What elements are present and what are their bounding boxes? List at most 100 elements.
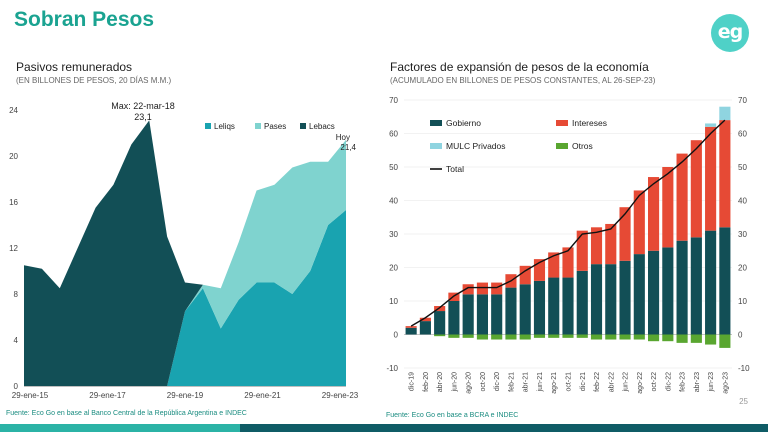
x-tick-label: ago-20 [466,372,473,394]
y-tick-label: 20 [9,152,18,161]
x-tick-label: 29-ene-15 [12,391,49,400]
bar-gobierno [576,270,588,335]
bar-gobierno [476,294,488,335]
x-tick-label: feb-21 [508,372,515,392]
x-tick-label: dic-21 [580,372,587,391]
bar-gobierno [662,247,674,335]
bar-otros [590,334,603,340]
bar-gobierno [533,280,546,335]
bar-intereses [462,284,474,295]
bar-intereses [633,190,645,255]
legend-label-total: Total [446,164,464,174]
x-tick-label: oct-21 [566,372,573,392]
x-tick-label: abr-21 [523,372,530,392]
x-tick-label: ago-21 [551,372,558,394]
bar-intereses [476,282,488,295]
bar-otros [633,334,645,340]
bar-gobierno [619,260,631,335]
bar-intereses [719,120,731,228]
factores-expansion-chart: -10 -10 0 0 10 10 20 20 30 30 40 40 50 50 60 60 70 70 dic-… [386,96,750,394]
y-tick-label-left: 20 [389,264,398,273]
footer-bar [0,424,768,432]
bar-otros [434,334,446,337]
x-tick-label: 29-ene-19 [167,391,204,400]
y-tick-label: 16 [9,198,18,207]
y-tick-label: 12 [9,244,18,253]
bar-intereses [491,282,503,295]
legend-label-otros: Otros [572,141,593,151]
x-tick-label: abr-20 [437,372,444,392]
legend-swatch-mulc-privados [430,143,442,149]
y-tick-label-right: 40 [738,197,747,206]
annotation-max-label: Max: 22-mar-18 [111,101,175,111]
y-tick-label-left: -10 [386,364,398,373]
legend-swatch-gobierno [430,120,442,126]
bar-otros [605,334,617,340]
bar-otros [462,334,474,338]
x-tick-label: 29-ene-17 [89,391,126,400]
legend-label-lebacs: Lebacs [309,122,335,131]
area-series-lebacs [24,120,346,386]
x-tick-label: 29-ene-21 [244,391,281,400]
legend-label-intereses: Intereses [572,118,607,128]
y-tick-label-left: 70 [389,96,398,105]
bar-intereses [676,153,688,241]
right-chart-title: Factores de expansión de pesos de la eco… [390,60,649,74]
bar-otros [491,334,503,340]
y-tick-label-left: 10 [389,297,398,306]
y-tick-label-right: 20 [738,264,747,273]
x-tick-label: feb-20 [423,372,430,392]
bar-otros [562,334,574,338]
bar-otros [505,334,517,340]
left-source-note: Fuente: Eco Go en base al Banco Central … [6,410,247,417]
y-tick-label: 8 [14,290,19,299]
page-title: Sobran Pesos [14,8,155,31]
bar-otros [648,334,660,342]
y-tick-label: 0 [14,382,19,391]
legend-label-leliqs: Leliqs [214,122,235,131]
y-tick-label-right: 70 [738,96,747,105]
x-tick-label: jun-23 [708,372,715,393]
bar-gobierno [705,230,717,335]
x-tick-label: abr-23 [694,372,701,392]
bar-gobierno [562,277,574,335]
bar-gobierno [505,287,517,335]
bar-gobierno [462,294,474,335]
annotation-today-label: Hoy [336,133,350,142]
bar-gobierno [719,227,731,335]
bar-otros [619,334,631,340]
y-tick-label-left: 40 [389,197,398,206]
annotation-max-value: 23,1 [134,112,152,122]
bar-otros [476,334,488,340]
brand-logo: eg [711,14,749,52]
bar-intereses [519,265,531,285]
legend-swatch-leliqs [205,123,211,129]
x-tick-label: dic-22 [665,372,672,391]
right-panel-header: Factores de expansión de pesos de la eco… [390,60,655,85]
left-chart-title: Pasivos remunerados [16,60,133,74]
y-tick-label: 4 [14,336,19,345]
bar-gobierno [676,240,688,335]
total-line [410,119,726,327]
area-series-leliqs [24,210,346,386]
bar-intereses [648,177,660,251]
bar-intereses [690,140,702,238]
bar-otros [576,334,588,338]
y-tick-label-right: -10 [738,364,750,373]
y-tick-label-right: 50 [738,163,747,172]
bar-otros [676,334,688,343]
y-tick-label-left: 50 [389,163,398,172]
bar-intereses [662,167,674,248]
bar-intereses [705,126,717,231]
x-tick-label: ago-23 [722,372,729,394]
legend-swatch-pases [255,123,261,129]
x-tick-label: jun-21 [537,372,544,393]
legend-label-mulc-privados: MULC Privados [446,141,506,151]
bar-otros [719,334,731,348]
bar-intereses [533,259,546,281]
left-panel-header: Pasivos remunerados (EN BILLONES DE PESO… [16,60,171,85]
bar-gobierno [405,327,417,335]
bar-gobierno [419,321,431,335]
y-tick-label-right: 30 [738,230,747,239]
x-tick-label: dic-20 [494,372,501,391]
